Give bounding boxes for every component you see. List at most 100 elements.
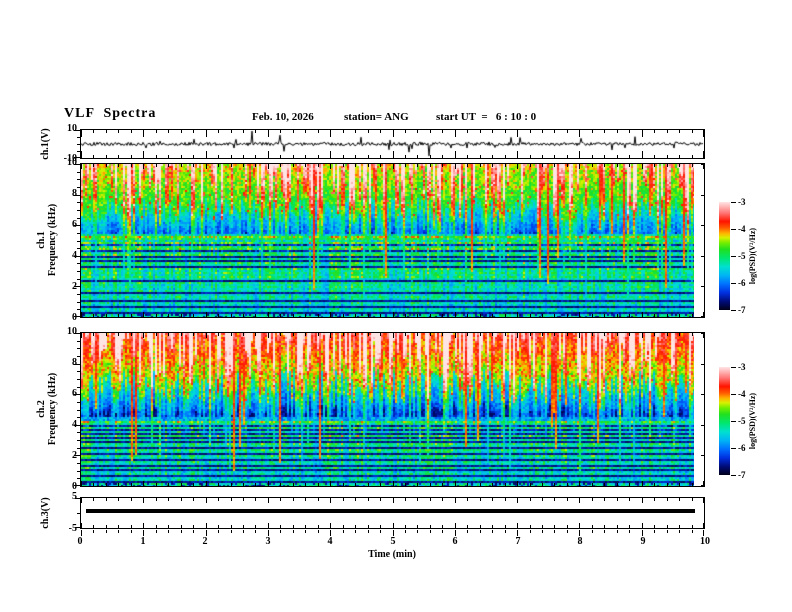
x-tick — [81, 333, 82, 338]
x-axis-tick — [542, 530, 543, 533]
y-tick — [77, 402, 80, 403]
x-tick — [193, 333, 194, 336]
x-tick — [492, 498, 493, 501]
x-tick — [143, 312, 144, 317]
x-tick — [131, 525, 132, 528]
x-tick — [343, 314, 344, 317]
x-tick — [654, 498, 655, 501]
x-tick — [692, 130, 693, 133]
x-tick — [218, 130, 219, 133]
x-tick — [703, 498, 704, 503]
x-tick — [143, 151, 144, 158]
x-axis-tick — [492, 530, 493, 533]
y-tick — [74, 425, 80, 426]
x-tick — [542, 483, 543, 486]
x-tick — [305, 155, 306, 158]
x-tick — [330, 523, 331, 528]
x-tick — [467, 164, 468, 167]
x-tick — [604, 483, 605, 486]
colorbar-tick-label: -6 — [738, 443, 746, 453]
x-axis-tick — [442, 530, 443, 533]
x-tick — [131, 333, 132, 336]
x-tick — [517, 481, 518, 486]
x-tick — [679, 164, 680, 167]
x-tick-label: 10 — [700, 536, 710, 547]
y-tick — [74, 164, 80, 165]
x-tick — [604, 164, 605, 167]
x-tick — [617, 483, 618, 486]
x-axis-tick — [93, 530, 94, 533]
date-label: Feb. 10, 2026 — [252, 111, 314, 123]
y-tick — [77, 417, 80, 418]
x-tick — [480, 483, 481, 486]
x-tick — [393, 164, 394, 169]
y-tick — [74, 130, 80, 131]
colorbar-tick — [731, 367, 736, 368]
x-axis-tick — [617, 530, 618, 533]
x-tick-label: 1 — [140, 536, 146, 547]
y-tick-label: 4 — [72, 419, 77, 430]
x-tick — [703, 164, 704, 169]
x-tick — [629, 155, 630, 158]
x-tick — [554, 155, 555, 158]
x-tick — [517, 151, 518, 158]
x-axis-tick — [118, 530, 119, 533]
x-tick — [554, 314, 555, 317]
x-tick — [667, 164, 668, 167]
x-tick — [143, 333, 144, 338]
x-tick — [93, 314, 94, 317]
x-tick — [629, 164, 630, 167]
x-tick — [692, 314, 693, 317]
x-tick — [118, 164, 119, 167]
x-tick — [667, 483, 668, 486]
x-tick — [629, 333, 630, 336]
y-tick — [77, 151, 80, 152]
x-tick — [231, 155, 232, 158]
x-tick — [143, 164, 144, 169]
x-axis-tick — [703, 530, 704, 536]
x-axis-tick — [106, 530, 107, 533]
x-tick — [642, 523, 643, 528]
x-tick — [654, 483, 655, 486]
ch1-waveform-panel — [74, 129, 705, 159]
x-axis-tick — [592, 530, 593, 533]
x-axis-tick — [642, 530, 643, 536]
colorbar-tick-label: -6 — [738, 278, 746, 288]
x-tick — [330, 481, 331, 486]
x-tick — [156, 164, 157, 167]
x-tick — [430, 164, 431, 167]
x-axis-tick — [268, 530, 269, 536]
x-tick — [579, 312, 580, 317]
x-tick — [93, 498, 94, 501]
x-tick — [542, 333, 543, 336]
x-tick — [517, 130, 518, 137]
x-tick — [430, 483, 431, 486]
x-tick — [703, 312, 704, 317]
x-axis-tick — [280, 530, 281, 533]
x-tick — [368, 164, 369, 167]
x-tick — [467, 483, 468, 486]
x-tick — [554, 164, 555, 167]
x-tick — [592, 164, 593, 167]
colorbar-tick — [731, 256, 736, 257]
colorbar-tick — [731, 421, 736, 422]
x-tick — [330, 312, 331, 317]
x-tick — [181, 525, 182, 528]
x-tick — [579, 164, 580, 169]
x-tick — [305, 314, 306, 317]
x-tick — [530, 314, 531, 317]
y-tick — [77, 294, 80, 295]
colorbar-ch1-label: log(PSD)(V²/Hz) — [748, 227, 757, 285]
x-tick — [517, 498, 518, 503]
x-tick — [667, 130, 668, 133]
x-tick — [629, 498, 630, 501]
x-tick — [343, 333, 344, 336]
y-tick — [701, 425, 704, 426]
x-tick — [442, 333, 443, 336]
y-tick — [77, 309, 80, 310]
x-tick — [405, 525, 406, 528]
x-tick — [592, 314, 593, 317]
x-tick — [442, 164, 443, 167]
x-tick — [330, 151, 331, 158]
x-tick — [156, 333, 157, 336]
